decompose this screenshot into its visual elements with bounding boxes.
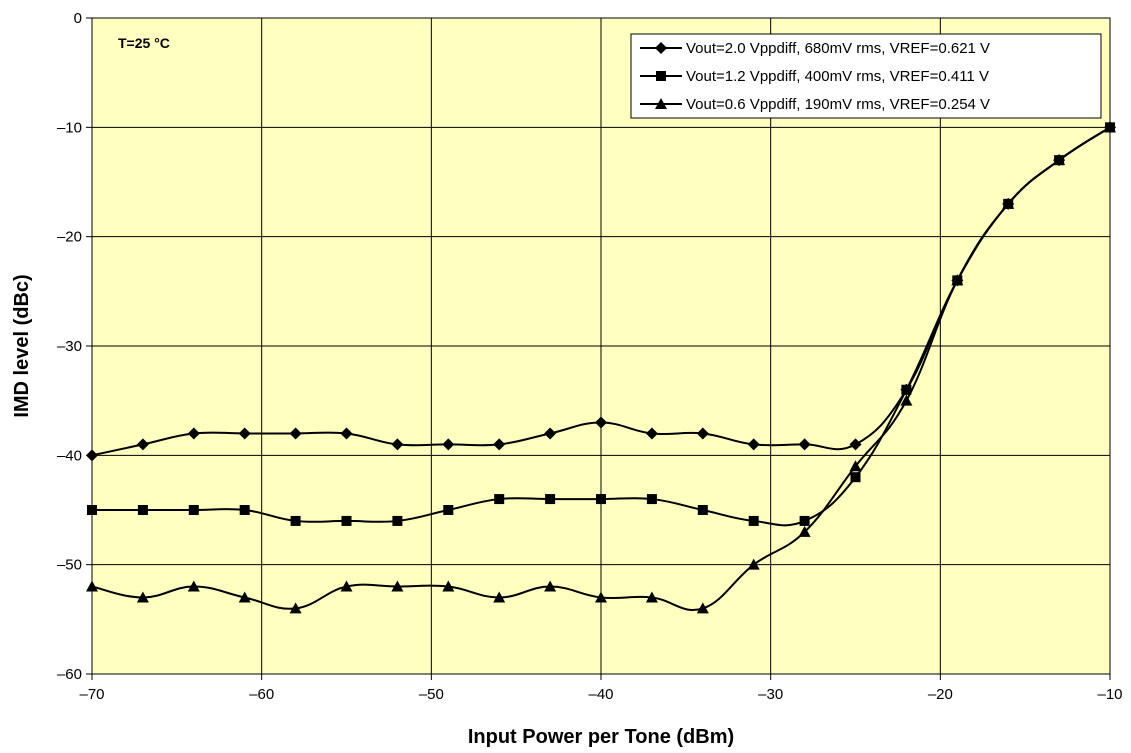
data-point-triangle — [696, 602, 709, 614]
legend-marker-square — [656, 71, 666, 81]
x-axis-title: Input Power per Tone (dBm) — [468, 726, 734, 748]
data-point-square — [697, 505, 708, 515]
data-point-triangle — [544, 580, 557, 592]
x-tick-label: –60 — [249, 686, 274, 703]
legend-box — [630, 33, 1102, 119]
data-point-triangle — [951, 274, 964, 286]
data-point-triangle — [849, 460, 862, 472]
legend-item: Vout=1.2 Vppdiff, 400mV rms, VREF=0.411 … — [640, 68, 989, 85]
data-point-diamond — [136, 438, 149, 451]
data-point-square — [443, 505, 454, 515]
data-point-triangle — [1104, 121, 1116, 133]
data-point-diamond — [544, 427, 557, 440]
legend-label: Vout=2.0 Vppdiff, 680mV rms, VREF=0.621 … — [686, 40, 990, 57]
data-point-diamond — [849, 438, 862, 451]
data-point-square — [850, 472, 861, 483]
data-point-triangle — [136, 591, 149, 603]
data-point-square — [596, 494, 606, 505]
x-tick-label: –10 — [1097, 686, 1122, 703]
data-point-triangle — [900, 394, 913, 406]
y-tick-label: –40 — [57, 447, 82, 464]
data-point-triangle — [391, 580, 404, 592]
data-point-triangle — [493, 591, 506, 603]
data-point-square — [239, 505, 250, 515]
legend-item: Vout=2.0 Vppdiff, 680mV rms, VREF=0.621 … — [640, 40, 990, 57]
x-tick-label: –40 — [588, 686, 613, 703]
y-axis-title: IMD level (dBc) — [11, 274, 33, 417]
tick-labels: –70 –60 –50 –40 –30 –20 –10 0 –10 –20 –30 –40 –50 –60 — [57, 10, 1123, 703]
data-point-square — [392, 515, 403, 526]
data-point-square — [799, 515, 810, 526]
x-tick-label: –20 — [928, 686, 953, 703]
data-point-diamond — [187, 427, 200, 440]
y-tick-label: –50 — [57, 557, 82, 574]
data-point-square — [341, 515, 352, 526]
x-tick-label: –30 — [758, 686, 783, 703]
data-point-square — [290, 515, 301, 526]
data-point-diamond — [645, 427, 658, 440]
y-tick-label: 0 — [74, 10, 82, 27]
legend-item: Vout=0.6 Vppdiff, 190mV rms, VREF=0.254 … — [640, 96, 990, 113]
x-tick-label: –70 — [79, 686, 104, 703]
legend-marker-diamond — [655, 42, 667, 54]
data-point-triangle — [340, 580, 353, 592]
data-point-diamond — [86, 449, 98, 462]
data-point-square — [87, 505, 97, 515]
series-layer — [86, 121, 1116, 614]
data-point-square — [646, 494, 657, 505]
data-point-diamond — [595, 416, 607, 429]
data-point-triangle — [747, 558, 760, 570]
legend: Vout=2.0 Vppdiff, 680mV rms, VREF=0.621 … — [630, 33, 1102, 119]
series-3 — [86, 121, 1116, 614]
y-tick-label: –60 — [57, 666, 82, 683]
legend-marker-triangle — [655, 98, 667, 109]
data-point-square — [901, 384, 912, 395]
data-point-square — [188, 505, 199, 515]
data-point-triangle — [1053, 154, 1066, 166]
data-point-triangle — [798, 525, 811, 537]
x-tick-label: –50 — [419, 686, 444, 703]
data-point-triangle — [595, 591, 607, 603]
data-point-diamond — [340, 427, 353, 440]
data-point-square — [748, 515, 759, 526]
data-point-diamond — [391, 438, 404, 451]
data-point-diamond — [442, 438, 455, 451]
data-point-triangle — [1002, 197, 1015, 209]
legend-label: Vout=0.6 Vppdiff, 190mV rms, VREF=0.254 … — [686, 96, 990, 113]
data-point-square — [137, 505, 148, 515]
data-point-triangle — [238, 591, 251, 603]
data-point-triangle — [289, 602, 302, 614]
temperature-annotation: T=25 °C — [118, 35, 170, 51]
data-point-diamond — [493, 438, 506, 451]
y-tick-label: –20 — [57, 229, 82, 246]
data-point-square — [494, 494, 505, 505]
data-point-diamond — [289, 427, 302, 440]
data-point-square — [545, 494, 556, 505]
data-point-triangle — [187, 580, 200, 592]
data-point-diamond — [747, 438, 760, 451]
data-point-diamond — [238, 427, 251, 440]
data-point-diamond — [696, 427, 709, 440]
data-point-triangle — [86, 580, 98, 592]
data-point-triangle — [442, 580, 455, 592]
legend-label: Vout=1.2 Vppdiff, 400mV rms, VREF=0.411 … — [686, 68, 989, 85]
y-tick-label: –30 — [57, 338, 82, 355]
data-point-triangle — [645, 591, 658, 603]
y-tick-label: –10 — [57, 119, 82, 136]
data-point-diamond — [798, 438, 811, 451]
series-line — [91, 126, 1111, 611]
